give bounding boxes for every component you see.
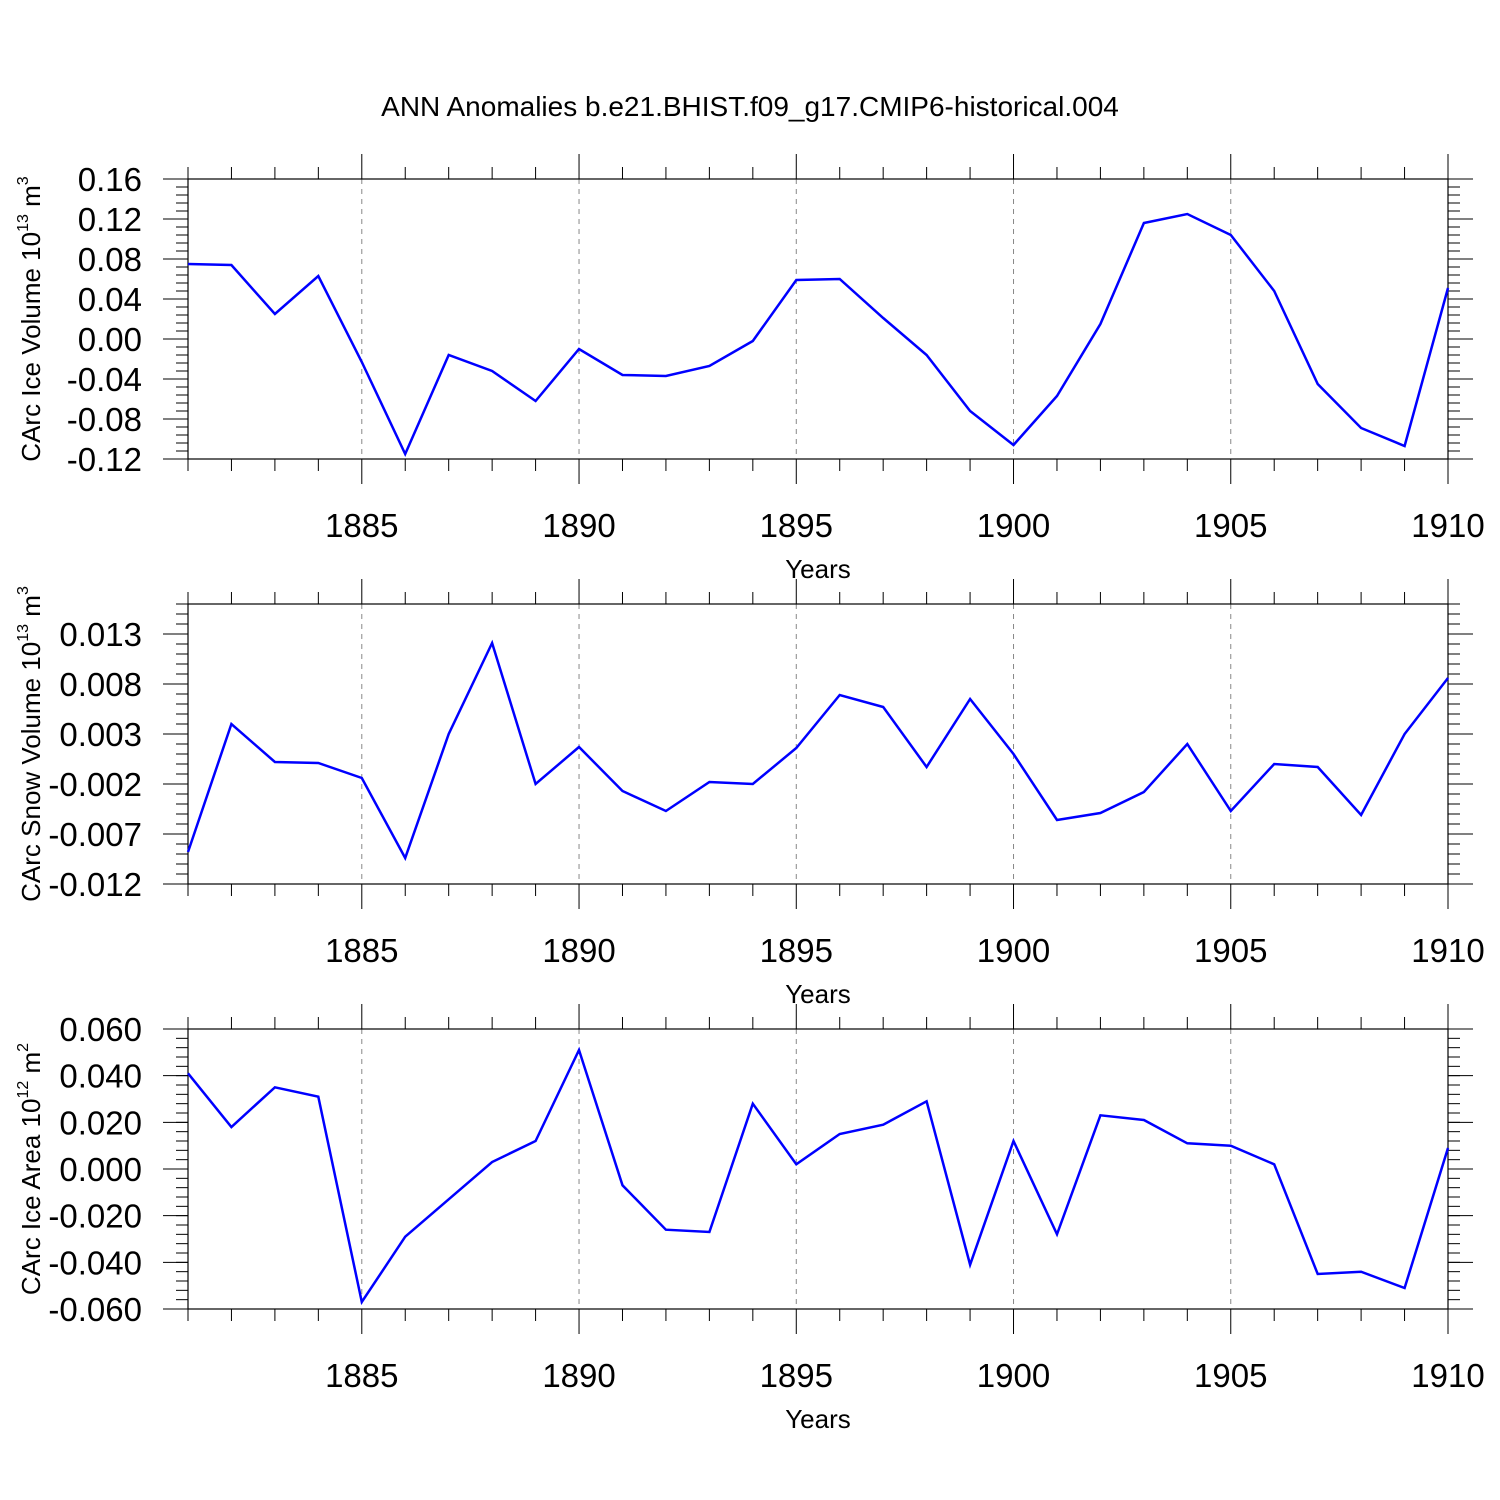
y-tick-label: 0.12	[78, 201, 142, 238]
y-tick-label: 0.060	[59, 1011, 142, 1048]
x-tick-label: 1905	[1194, 932, 1267, 969]
x-tick-label: 1895	[760, 932, 833, 969]
y-tick-label: 0.008	[59, 666, 142, 703]
series-line	[186, 639, 1449, 862]
series-line	[187, 212, 1450, 458]
y-tick-label: -0.08	[67, 401, 142, 438]
x-tick-label: 1905	[1194, 1357, 1267, 1394]
x-tick-label: 1885	[325, 507, 398, 544]
y-tick-label: 0.013	[59, 616, 142, 653]
chart-panel-3: 1885 1890 1895 1900 1905 1910 -0.060 -0.040 -0.0…	[15, 1004, 1485, 1434]
x-tick-label: 1910	[1411, 932, 1484, 969]
plot-frame	[187, 178, 1449, 460]
x-tick-label: 1905	[1194, 507, 1267, 544]
y-tick-label: -0.040	[48, 1244, 142, 1281]
y-tick-label: 0.04	[78, 281, 142, 318]
y-tick-label: -0.12	[67, 441, 142, 478]
y-tick-label: 0.003	[59, 716, 142, 753]
x-tick-label: 1885	[325, 1357, 398, 1394]
chart-title: ANN Anomalies b.e21.BHIST.f09_g17.CMIP6-…	[381, 91, 1119, 122]
x-tick-label: 1900	[977, 932, 1050, 969]
y-tick-label: 0.00	[78, 321, 142, 358]
x-tick-label: 1890	[542, 1357, 615, 1394]
y-tick-label: 0.16	[78, 161, 142, 198]
y-tick-label: -0.012	[48, 866, 142, 903]
y-tick-label: 0.040	[59, 1058, 142, 1095]
x-axis-title: Years	[785, 554, 851, 584]
y-axis-title: CArc Snow Volume 1013 m3	[15, 586, 46, 902]
y-tick-label: 0.08	[78, 241, 142, 278]
chart-panel-2: 1885 1890 1895 1900 1905 1910 -0.012 -0.007 -0.0…	[15, 579, 1485, 1009]
x-tick-label: 1900	[977, 507, 1050, 544]
x-tick-label: 1890	[542, 932, 615, 969]
y-tick-label: -0.04	[67, 361, 142, 398]
x-tick-label: 1885	[325, 932, 398, 969]
series-line	[187, 1046, 1450, 1306]
y-axis-title: CArc Ice Area 1012 m2	[15, 1043, 46, 1295]
x-tick-label: 1900	[977, 1357, 1050, 1394]
y-tick-label: 0.000	[59, 1151, 142, 1188]
plot-frame	[187, 1028, 1449, 1310]
x-axis-title: Years	[785, 1404, 851, 1434]
y-axis-title: CArc Ice Volume 1013 m3	[15, 176, 46, 461]
y-tick-label: -0.060	[48, 1291, 142, 1328]
chart-panel-1: 1885 1890 1895 1900 1905 1910-0.12-0.08-0.040…	[15, 154, 1485, 584]
x-tick-label: 1890	[542, 507, 615, 544]
x-tick-label: 1895	[760, 507, 833, 544]
x-tick-label: 1910	[1411, 1357, 1484, 1394]
x-tick-label: 1895	[760, 1357, 833, 1394]
x-tick-label: 1910	[1411, 507, 1484, 544]
y-tick-label: -0.002	[48, 766, 142, 803]
plot-frame	[187, 603, 1449, 885]
y-tick-label: -0.007	[48, 816, 142, 853]
y-tick-label: 0.020	[59, 1104, 142, 1141]
y-tick-label: -0.020	[48, 1198, 142, 1235]
x-axis-title: Years	[785, 979, 851, 1009]
